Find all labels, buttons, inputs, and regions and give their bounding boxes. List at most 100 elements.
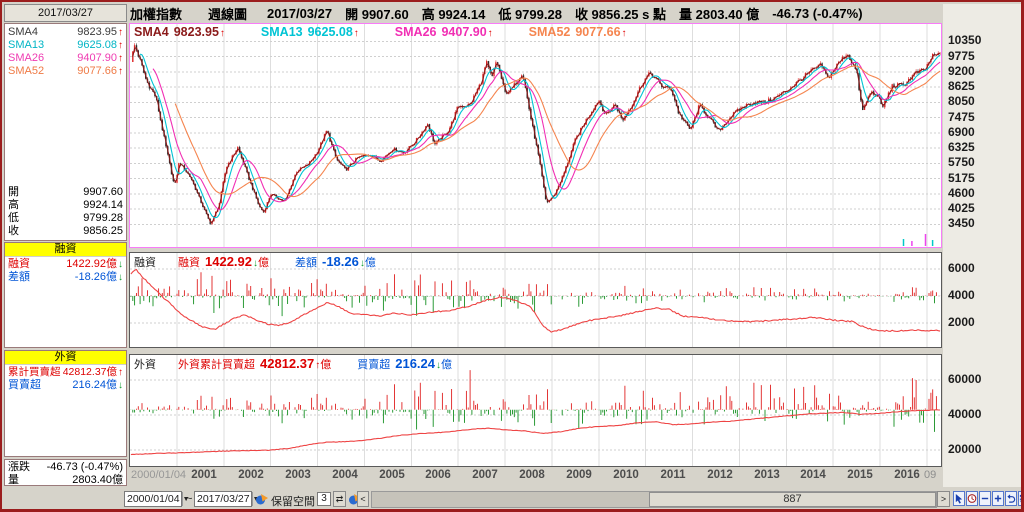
- foreign-chart[interactable]: [130, 355, 941, 466]
- low-value: 9799.28: [83, 212, 123, 224]
- open-row: 開 9907.60: [8, 186, 123, 199]
- y-axis-tick: 20000: [948, 442, 982, 457]
- margin-section-title: 融資: [5, 243, 126, 257]
- volume-quote: 量 2803.40 億: [679, 6, 760, 22]
- y-axis-tick: 3450: [948, 216, 975, 231]
- open-label: 開: [8, 186, 19, 198]
- scrollbar-thumb[interactable]: 887: [649, 492, 936, 507]
- y-axis-tick: 6000: [948, 261, 975, 276]
- pointer-tool-button[interactable]: [953, 491, 965, 506]
- date-from-value: 2000/01/04: [127, 493, 180, 505]
- volume-value: 2803.40億: [72, 474, 123, 486]
- panel-name: 融資: [134, 257, 156, 269]
- foreign-cumulative-label: 累計買賣超: [8, 366, 61, 378]
- change-row: 漲跌 -46.73 (-0.47%): [8, 461, 123, 474]
- selection-box-button[interactable]: [1018, 491, 1021, 506]
- high-value: 9924.14: [83, 199, 123, 211]
- y-axis-tick: 5175: [948, 170, 975, 185]
- sma13-value: 9625.08: [77, 39, 117, 51]
- x-axis-year-label: 2008: [519, 469, 545, 481]
- update-chart-icon[interactable]: [255, 492, 269, 507]
- y-axis-tick: 10350: [948, 33, 982, 48]
- chevron-down-icon[interactable]: ▼: [251, 492, 260, 506]
- reserve-space-label: 保留空間: [271, 496, 315, 508]
- sma26-label: SMA26: [8, 52, 45, 64]
- main-chart-panel[interactable]: SMA4 9823.95↑ SMA13 9625.08↑ SMA26 9407.90↑…: [129, 23, 942, 248]
- change-quote: -46.73 (-0.47%): [772, 5, 863, 21]
- margin-chart-panel[interactable]: 融資 融資 1422.92↓億 差額 -18.26↓億: [129, 252, 942, 348]
- zoom-in-button[interactable]: [992, 491, 1004, 506]
- down-arrow-icon: ↓: [118, 380, 123, 391]
- y-axis-tick: 2000: [948, 314, 975, 329]
- sma26-value: 9407.90: [77, 52, 117, 64]
- y-axis-tick: 4600: [948, 185, 975, 200]
- foreign-net-legend: 買賣超 216.24↓億: [357, 356, 452, 371]
- date-to-select[interactable]: 2017/03/27 ▼: [194, 491, 260, 507]
- up-arrow-icon: ↑: [118, 53, 123, 64]
- scroll-left-button[interactable]: <: [357, 491, 369, 507]
- sma52-row: SMA52 9077.66↑: [8, 65, 123, 78]
- sma4-label: SMA4: [8, 26, 38, 38]
- x-axis-year-label: 2010: [613, 469, 639, 481]
- up-arrow-icon: ↑: [118, 66, 123, 77]
- high-row: 高 9924.14: [8, 199, 123, 212]
- open-value: 9907.60: [83, 186, 123, 198]
- x-axis-year-label: 2009: [566, 469, 592, 481]
- down-arrow-icon: ↓: [436, 360, 441, 371]
- x-axis-year-label: 2015: [847, 469, 873, 481]
- zoom-out-button[interactable]: [979, 491, 991, 506]
- close-quote: 收 9856.25 s 點: [574, 6, 666, 22]
- sma52-value: 9077.66: [77, 65, 117, 77]
- x-axis-year-label: 2013: [754, 469, 780, 481]
- time-tool-button[interactable]: [966, 491, 978, 506]
- date-from-select[interactable]: 2000/01/04 ▼: [124, 491, 190, 507]
- sma52-legend: SMA52 9077.66↑: [528, 25, 627, 39]
- up-arrow-icon: ↑: [621, 28, 627, 39]
- high-quote: 高 9924.14: [421, 6, 486, 22]
- y-axis-tick: 4025: [948, 201, 975, 216]
- x-axis-year-label: 2012: [707, 469, 733, 481]
- sma4-legend: SMA4 9823.95↑: [134, 25, 225, 39]
- change-value: -46.73 (-0.47%): [46, 461, 123, 473]
- margin-balance-label: 融資: [8, 258, 30, 270]
- y-axis-tick: 4000: [948, 287, 975, 302]
- foreign-chart-panel[interactable]: 外資 外資累計買賣超 42812.37↑億 買賣超 216.24↓億: [129, 354, 942, 467]
- up-arrow-icon: ↑: [353, 28, 359, 39]
- x-axis: 2000/01/04 2001 2002 2003 2004 2005 2006 2007 20…: [129, 468, 942, 484]
- margin-chart[interactable]: [130, 253, 941, 347]
- down-arrow-icon: ↓: [118, 259, 123, 270]
- foreign-cumulative-value: 42812.37億: [62, 366, 117, 378]
- sidebar-margin-section: 融資 融資 1422.92億↓ 差額 -18.26億↓: [4, 242, 127, 348]
- x-axis-year-label: 2016: [894, 469, 920, 481]
- chevron-down-icon[interactable]: ▼: [181, 492, 190, 506]
- reserve-space-input[interactable]: 3: [317, 492, 331, 506]
- scroll-right-button[interactable]: >: [937, 491, 950, 507]
- close-row: 收 9856.25: [8, 225, 123, 238]
- sma13-label: SMA13: [8, 39, 45, 51]
- volume-label: 量: [8, 474, 19, 486]
- symbol-name: 加權指數: [130, 6, 183, 22]
- low-row: 低 9799.28: [8, 212, 123, 225]
- spin-buttons[interactable]: ⇄: [333, 491, 346, 507]
- y-axis-tick: 7475: [948, 109, 975, 124]
- foreign-cumulative-legend: 外資累計買賣超 42812.37↑億: [178, 356, 332, 371]
- sidebar-foreign-section: 外資 累計買賣超 42812.37億↑ 買賣超 216.24億↓: [4, 350, 127, 457]
- undo-button[interactable]: [1005, 491, 1017, 506]
- quote-date: 2017/03/27: [267, 5, 333, 21]
- panel-name: 外資: [134, 359, 156, 371]
- down-arrow-icon: ↓: [359, 258, 365, 269]
- up-arrow-icon: ↑: [487, 28, 493, 39]
- sma26-row: SMA26 9407.90↑: [8, 52, 123, 65]
- sma4-value: 9823.95: [77, 26, 117, 38]
- main-chart-legend: SMA4 9823.95↑ SMA13 9625.08↑ SMA26 9407.90↑…: [134, 25, 627, 39]
- up-arrow-icon: ↑: [118, 40, 123, 51]
- range-separator: ~: [186, 493, 193, 505]
- sma13-row: SMA13 9625.08↑: [8, 39, 123, 52]
- scrollbar-track[interactable]: 887: [371, 491, 937, 508]
- candlestick-chart[interactable]: [130, 24, 941, 247]
- close-label: 收: [8, 225, 19, 237]
- down-arrow-icon: ↓: [253, 258, 258, 269]
- x-axis-year-label: 2005: [379, 469, 405, 481]
- foreign-cumulative-row: 累計買賣超 42812.37億↑: [8, 366, 123, 379]
- foreign-section-title: 外資: [5, 351, 126, 365]
